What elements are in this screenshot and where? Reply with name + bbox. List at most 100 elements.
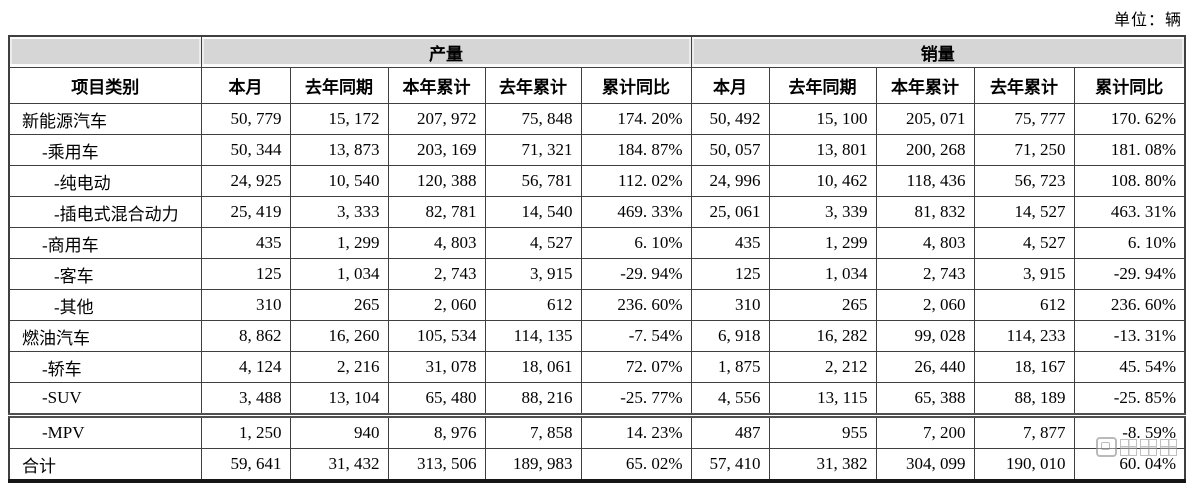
table-cell: 57, 410 — [690, 448, 770, 482]
table-row: -其他 310 265 2, 060 612 236. 60% 310 265 … — [8, 289, 1186, 321]
table-row: -乘用车 50, 344 13, 873 203, 169 71, 321 18… — [8, 134, 1186, 166]
table-cell: 310 — [200, 289, 291, 321]
table-cell: 3, 488 — [200, 382, 291, 416]
table-cell: 304, 099 — [875, 448, 975, 482]
table-cell: 174. 20% — [580, 103, 692, 135]
table-cell: 71, 321 — [484, 134, 582, 166]
table-cell: 1, 875 — [690, 351, 770, 383]
table-cell: 8, 976 — [387, 413, 486, 449]
table-cell: 2, 216 — [289, 351, 389, 383]
table-cell: 65. 02% — [580, 448, 692, 482]
table-cell: 13, 873 — [289, 134, 389, 166]
table-cell: 1, 299 — [768, 227, 877, 259]
table-cell: 10, 462 — [768, 165, 877, 197]
table-cell: 2, 060 — [387, 289, 486, 321]
table-cell: 31, 078 — [387, 351, 486, 383]
table-cell: 71, 250 — [973, 134, 1075, 166]
row-label: -客车 — [8, 258, 202, 290]
table-cell: 120, 388 — [387, 165, 486, 197]
table-cell: 190, 010 — [973, 448, 1075, 482]
table-cell: -25. 85% — [1073, 382, 1186, 416]
table-cell: 50, 057 — [690, 134, 770, 166]
row-label: -MPV — [8, 413, 202, 449]
table-cell: 3, 339 — [768, 196, 877, 228]
table-cell: 6, 918 — [690, 320, 770, 352]
table-cell: 45. 54% — [1073, 351, 1186, 383]
table-cell: 955 — [768, 413, 877, 449]
table-cell: 435 — [200, 227, 291, 259]
table-cell: 14, 540 — [484, 196, 582, 228]
table-cell: 14, 527 — [973, 196, 1075, 228]
table-cell: 205, 071 — [875, 103, 975, 135]
row-label: 新能源汽车 — [8, 103, 202, 135]
table-cell: 114, 135 — [484, 320, 582, 352]
group-header-production: 产量 — [200, 35, 692, 68]
table-cell: 170. 62% — [1073, 103, 1186, 135]
production-sales-table: 产量 销量 项目类别 本月 去年同期 本年累计 去年累计 累计同比 本月 去年同… — [8, 35, 1187, 483]
table-row: -MPV 1, 250 940 8, 976 7, 858 14. 23% 48… — [8, 413, 1186, 449]
row-label: -乘用车 — [8, 134, 202, 166]
table-cell: 99, 028 — [875, 320, 975, 352]
table-cell: 59, 641 — [200, 448, 291, 482]
row-label: -轿车 — [8, 351, 202, 383]
column-header-production-yoy: 累计同比 — [580, 67, 692, 104]
table-cell: 75, 848 — [484, 103, 582, 135]
table-cell: 2, 743 — [875, 258, 975, 290]
table-cell: 50, 779 — [200, 103, 291, 135]
table-cell: 114, 233 — [973, 320, 1075, 352]
column-header-row: 项目类别 本月 去年同期 本年累计 去年累计 累计同比 本月 去年同期 本年累计… — [8, 67, 1186, 104]
table-cell: 15, 100 — [768, 103, 877, 135]
table-cell: 4, 803 — [387, 227, 486, 259]
column-header-sales-month: 本月 — [690, 67, 770, 104]
table-cell: 184. 87% — [580, 134, 692, 166]
table-cell: 25, 419 — [200, 196, 291, 228]
table-cell: 487 — [690, 413, 770, 449]
table-cell: 24, 996 — [690, 165, 770, 197]
table-cell: 1, 250 — [200, 413, 291, 449]
unit-label: 单位：辆 — [1113, 12, 1182, 29]
table-cell: 75, 777 — [973, 103, 1075, 135]
table-cell: 16, 282 — [768, 320, 877, 352]
table-cell: 108. 80% — [1073, 165, 1186, 197]
table-cell: 435 — [690, 227, 770, 259]
table-cell: 4, 803 — [875, 227, 975, 259]
table-cell: 2, 060 — [875, 289, 975, 321]
table-row: -纯电动 24, 925 10, 540 120, 388 56, 781 11… — [8, 165, 1186, 197]
table-cell: 88, 189 — [973, 382, 1075, 416]
column-header-production-last-ytd: 去年累计 — [484, 67, 582, 104]
table-cell: 13, 115 — [768, 382, 877, 416]
table-cell: 200, 268 — [875, 134, 975, 166]
table-cell: 112. 02% — [580, 165, 692, 197]
table-row: 新能源汽车 50, 779 15, 172 207, 972 75, 848 1… — [8, 103, 1186, 135]
table-cell: 6. 10% — [580, 227, 692, 259]
table-cell: 26, 440 — [875, 351, 975, 383]
table-cell: 7, 200 — [875, 413, 975, 449]
table-cell: 3, 915 — [973, 258, 1075, 290]
column-header-production-last-year-period: 去年同期 — [289, 67, 389, 104]
table-cell: -29. 94% — [580, 258, 692, 290]
table-cell: 50, 492 — [690, 103, 770, 135]
table-cell: 18, 061 — [484, 351, 582, 383]
table-cell: 65, 388 — [875, 382, 975, 416]
table-cell: 612 — [973, 289, 1075, 321]
table-cell: 313, 506 — [387, 448, 486, 482]
table-row: 燃油汽车 8, 862 16, 260 105, 534 114, 135 -7… — [8, 320, 1186, 352]
row-label: -SUV — [8, 382, 202, 416]
table-row: -商用车 435 1, 299 4, 803 4, 527 6. 10% 435… — [8, 227, 1186, 259]
table-cell: 105, 534 — [387, 320, 486, 352]
row-label: -插电式混合动力 — [8, 196, 202, 228]
table-cell: 56, 781 — [484, 165, 582, 197]
table-cell: 4, 124 — [200, 351, 291, 383]
column-header-production-month: 本月 — [200, 67, 291, 104]
table-cell: 24, 925 — [200, 165, 291, 197]
table-cell: 65, 480 — [387, 382, 486, 416]
table-row: -轿车 4, 124 2, 216 31, 078 18, 061 72. 07… — [8, 351, 1186, 383]
table-cell: -25. 77% — [580, 382, 692, 416]
table-cell: 265 — [289, 289, 389, 321]
table-cell: 203, 169 — [387, 134, 486, 166]
row-label: -纯电动 — [8, 165, 202, 197]
table-cell: -29. 94% — [1073, 258, 1186, 290]
column-header-production-ytd: 本年累计 — [387, 67, 486, 104]
table-cell: 236. 60% — [1073, 289, 1186, 321]
table-cell: -13. 31% — [1073, 320, 1186, 352]
